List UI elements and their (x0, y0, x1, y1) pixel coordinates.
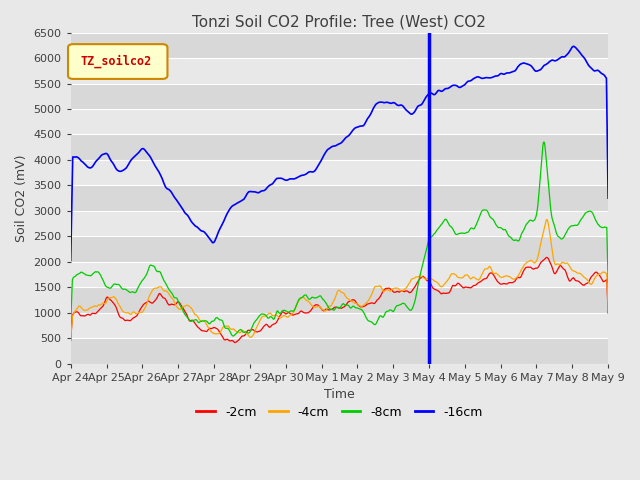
Legend: -2cm, -4cm, -8cm, -16cm: -2cm, -4cm, -8cm, -16cm (191, 401, 488, 424)
Bar (70, 236, 608, 262)
Bar (70, 109, 608, 134)
Bar (70, 33, 608, 58)
Bar (70, 262, 608, 288)
Bar (70, 58, 608, 84)
Title: Tonzi Soil CO2 Profile: Tree (West) CO2: Tonzi Soil CO2 Profile: Tree (West) CO2 (193, 15, 486, 30)
Bar (70, 84, 608, 109)
Bar (70, 160, 608, 185)
FancyBboxPatch shape (68, 44, 168, 79)
Bar (70, 211, 608, 236)
Bar (70, 288, 608, 313)
Y-axis label: Soil CO2 (mV): Soil CO2 (mV) (15, 155, 28, 242)
X-axis label: Time: Time (324, 388, 355, 401)
Bar (70, 313, 608, 338)
Bar (70, 185, 608, 211)
Bar (70, 338, 608, 364)
Text: TZ_soilco2: TZ_soilco2 (81, 55, 152, 69)
Bar (70, 134, 608, 160)
